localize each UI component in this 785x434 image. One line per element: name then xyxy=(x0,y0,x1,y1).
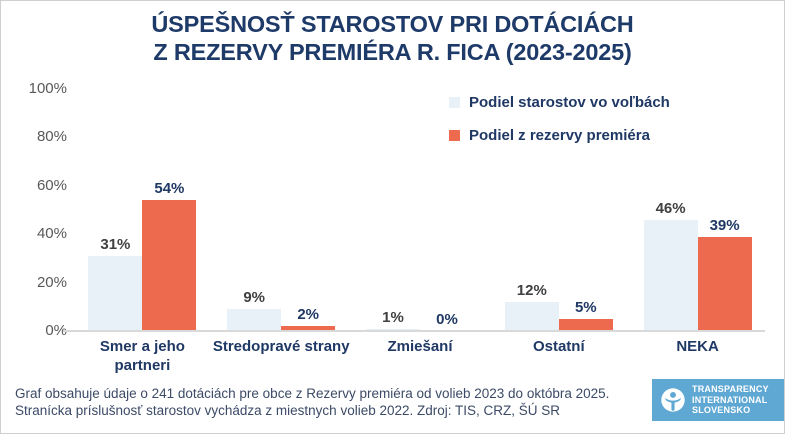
bar xyxy=(365,328,420,331)
bar-column: 46% xyxy=(643,199,698,331)
bar-column: 2% xyxy=(281,306,336,331)
legend-swatch-blue xyxy=(449,97,460,108)
bar-value-label: 2% xyxy=(297,306,320,324)
bar-value-label: 39% xyxy=(709,216,740,234)
source-note-line1: Graf obsahuje údaje o 241 dotáciách pre … xyxy=(15,386,610,401)
category-axis: Smer a jeho partneri Stredopravé strany Zm… xyxy=(73,338,767,376)
bar-value-label: 1% xyxy=(382,308,404,326)
category-label: Smer a jeho partneri xyxy=(99,338,185,374)
chart-title-line2: Z REZERVY PREMIÉRA R. FICA (2023-2025) xyxy=(153,39,632,66)
legend: Podiel starostov vo voľbách Podiel z rez… xyxy=(449,94,670,144)
y-tick-label: 0% xyxy=(45,322,67,339)
bar-column: 1% xyxy=(365,308,420,331)
bar xyxy=(558,318,613,331)
logo-line2: INTERNATIONAL xyxy=(692,394,768,405)
legend-item-share-elections: Podiel starostov vo voľbách xyxy=(449,94,670,111)
bar-column: 0% xyxy=(420,312,474,331)
bar-group: 1% 0% xyxy=(351,89,490,331)
bar xyxy=(281,326,336,331)
bar xyxy=(643,219,698,331)
y-tick-label: 80% xyxy=(36,128,67,146)
bar-column: 12% xyxy=(504,282,559,331)
bar-value-label: 12% xyxy=(516,282,547,299)
bar-column: 31% xyxy=(88,236,143,331)
legend-item-share-reserve: Podiel z rezervy premiéra xyxy=(449,127,670,144)
y-tick-label: 40% xyxy=(36,225,67,243)
transparency-icon xyxy=(661,388,685,412)
legend-label: Podiel starostov vo voľbách xyxy=(469,94,670,111)
bar-column: 39% xyxy=(697,216,752,331)
y-tick-label: 100% xyxy=(28,80,67,97)
bar-group: 12% 5% xyxy=(489,89,628,331)
bar-group: 46% 39% xyxy=(628,89,767,331)
logo-line1: TRANSPARENCY xyxy=(692,384,769,395)
bar-value-label: 9% xyxy=(243,289,266,307)
chart-title-line1: ÚSPEŠNOSŤ STAROSTOV PRI DOTÁCIÁCH xyxy=(151,11,634,37)
source-note: Graf obsahuje údaje o 241 dotáciách pre … xyxy=(15,386,650,419)
category-label: NEKA xyxy=(676,338,719,355)
category-label: Stredopravé strany xyxy=(212,338,350,355)
bar-value-label: 54% xyxy=(154,180,185,198)
bar-group: 9% 2% xyxy=(212,89,351,331)
category-label: Zmiešaní xyxy=(387,338,453,355)
bar-value-label: 31% xyxy=(100,236,131,253)
bar-column: 9% xyxy=(227,289,282,331)
bar-value-label: 0% xyxy=(436,311,458,328)
bar xyxy=(142,200,197,331)
bar xyxy=(697,236,752,331)
transparency-logo: TRANSPARENCY INTERNATIONAL SLOVENSKO xyxy=(652,379,784,421)
category-label: Ostatní xyxy=(532,338,585,355)
bar xyxy=(504,302,559,331)
transparency-logo-text: TRANSPARENCY INTERNATIONAL SLOVENSKO xyxy=(692,384,769,415)
bar xyxy=(227,309,282,331)
plot-area: 31% 54% 9% 2% 1% 0% 12% 5% 46% 39% xyxy=(73,89,767,331)
y-tick-label: 60% xyxy=(36,176,67,194)
legend-label: Podiel z rezervy premiéra xyxy=(469,127,650,144)
bar-column: 5% xyxy=(558,298,613,331)
logo-line3: SLOVENSKO xyxy=(692,405,751,416)
bar-value-label: 46% xyxy=(655,199,686,217)
legend-swatch-orange xyxy=(449,130,460,141)
bar xyxy=(88,256,143,331)
bar-group: 31% 54% xyxy=(73,89,212,331)
bar-value-label: 5% xyxy=(574,298,597,316)
chart-title: ÚSPEŠNOSŤ STAROSTOV PRI DOTÁCIÁCH Z REZE… xyxy=(1,10,784,66)
source-note-line2: Stranícka príslušnosť starostov vychádza… xyxy=(15,402,561,418)
x-axis-line xyxy=(63,330,765,332)
y-tick-label: 20% xyxy=(36,273,67,291)
bar-column: 54% xyxy=(142,180,197,331)
